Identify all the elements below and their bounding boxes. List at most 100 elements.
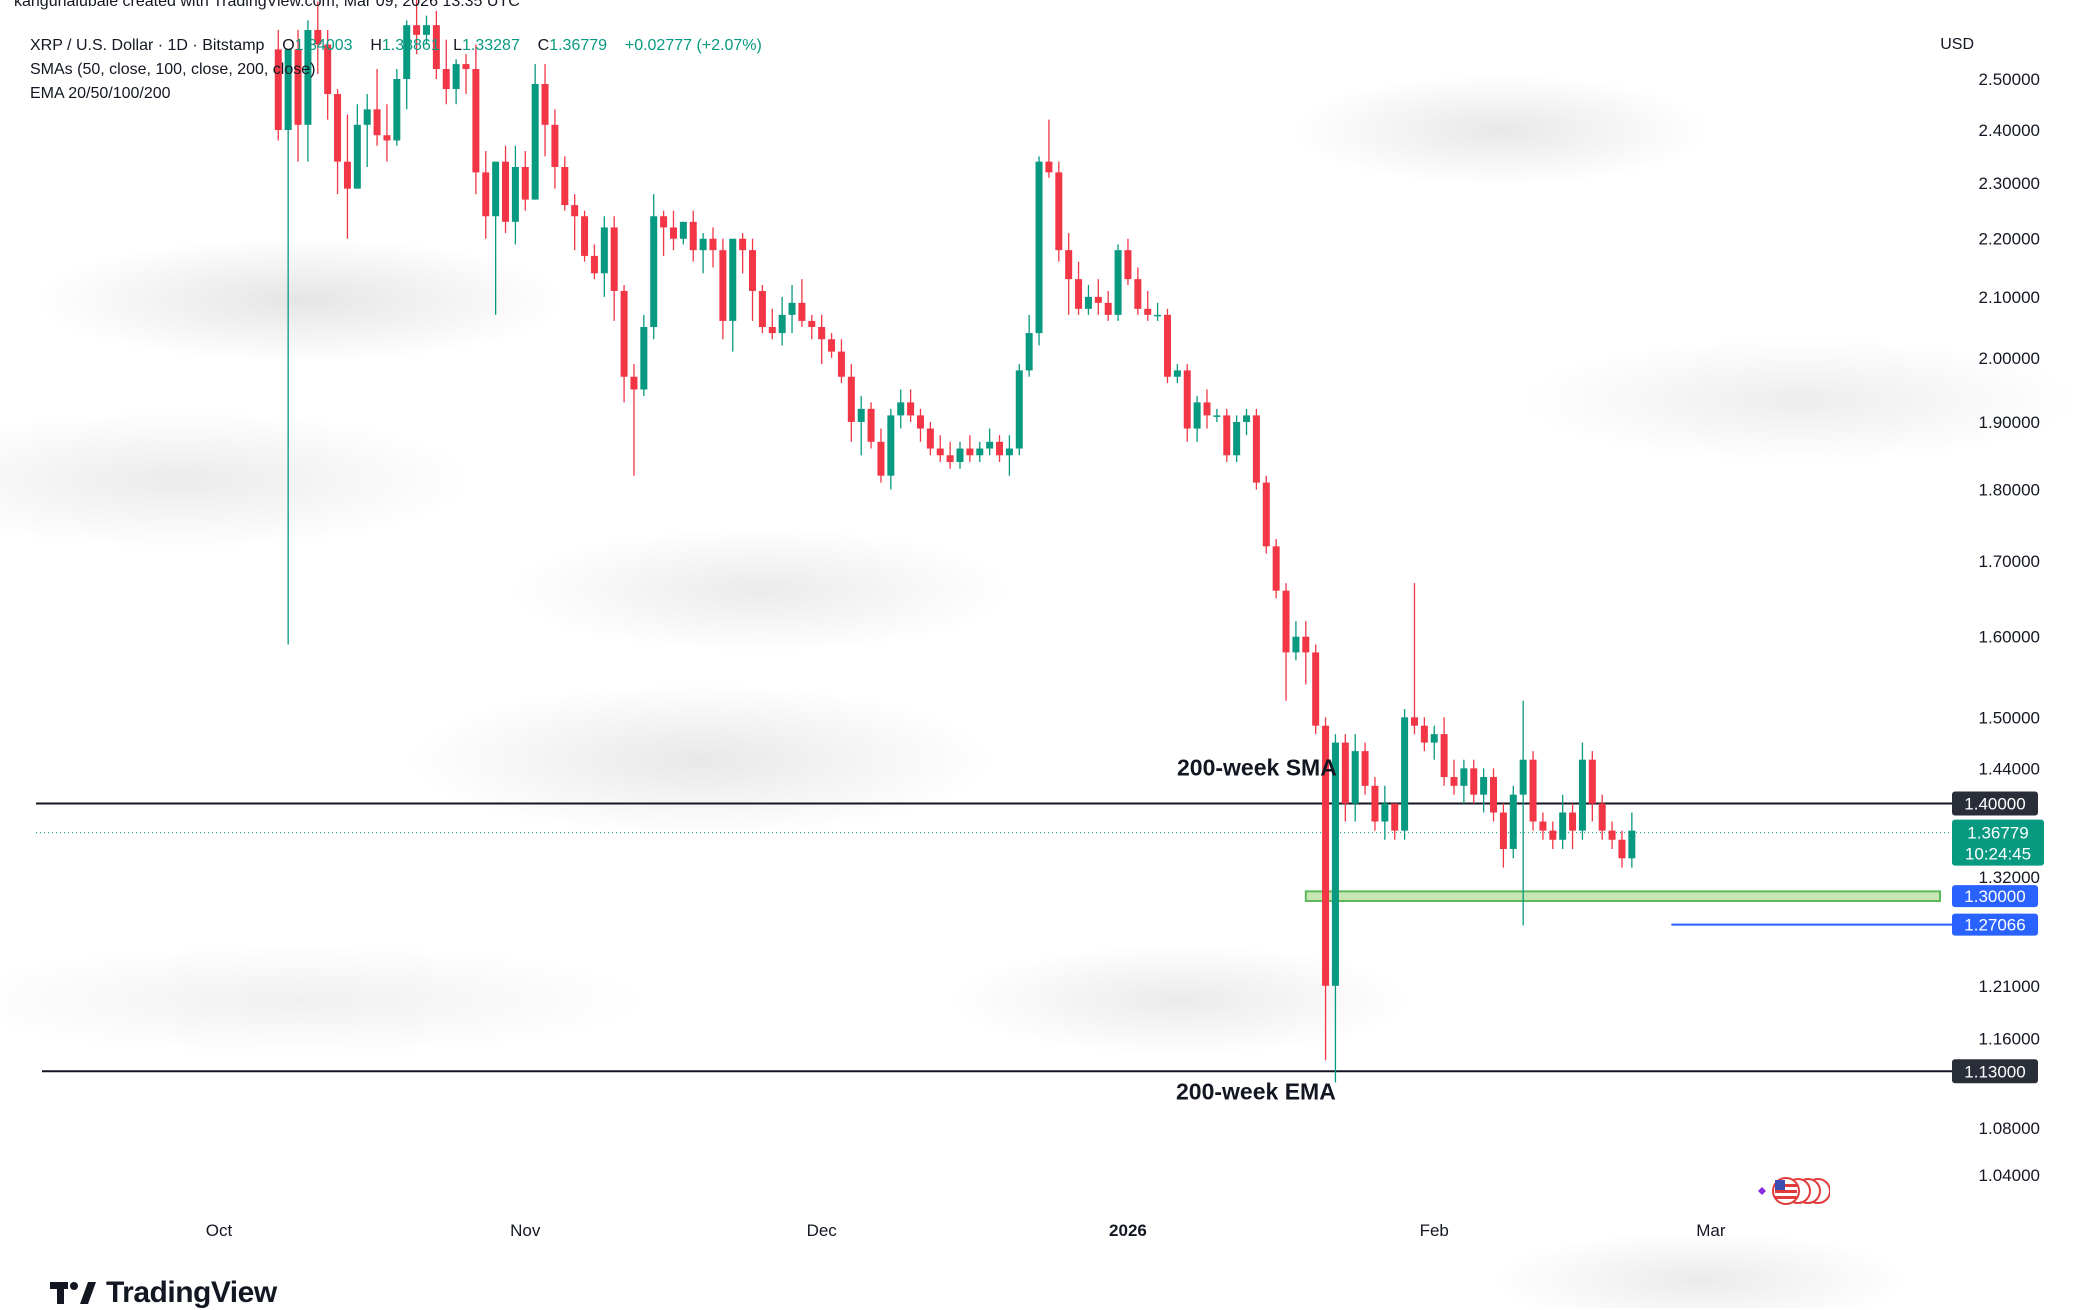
candle[interactable] — [798, 279, 806, 327]
candle[interactable] — [1480, 768, 1488, 813]
candle[interactable] — [1203, 389, 1211, 429]
support-zone[interactable] — [1304, 890, 1942, 902]
candle[interactable] — [1005, 435, 1013, 476]
candle[interactable] — [1055, 161, 1063, 262]
candle[interactable] — [660, 210, 668, 256]
candle[interactable] — [1035, 156, 1043, 346]
candle[interactable] — [847, 364, 855, 442]
candle[interactable] — [521, 151, 529, 211]
candle[interactable] — [1519, 700, 1527, 926]
candle[interactable] — [590, 244, 598, 280]
candle[interactable] — [1233, 415, 1241, 463]
candle[interactable] — [1173, 364, 1181, 384]
candle[interactable] — [610, 216, 618, 321]
candle[interactable] — [1331, 734, 1339, 1083]
candle[interactable] — [1045, 119, 1053, 178]
candle[interactable] — [1183, 364, 1191, 442]
candle[interactable] — [877, 428, 885, 483]
candle[interactable] — [1193, 395, 1201, 442]
candle[interactable] — [1470, 759, 1478, 804]
candle[interactable] — [887, 408, 895, 490]
candle[interactable] — [916, 408, 924, 442]
candle[interactable] — [442, 39, 450, 105]
candle[interactable] — [1104, 290, 1112, 321]
candle[interactable] — [1529, 751, 1537, 831]
candle[interactable] — [1598, 794, 1606, 840]
candle[interactable] — [788, 285, 796, 334]
candle[interactable] — [1124, 238, 1132, 286]
currency-label[interactable]: USD — [1940, 36, 1974, 53]
candle[interactable] — [1243, 408, 1251, 436]
candle[interactable] — [1628, 812, 1636, 868]
candle[interactable] — [502, 145, 510, 234]
candle[interactable] — [1618, 830, 1626, 868]
candle[interactable] — [966, 435, 974, 463]
candle[interactable] — [1450, 759, 1458, 795]
candle[interactable] — [976, 441, 984, 463]
candle[interactable] — [324, 29, 332, 120]
candle[interactable] — [314, 1, 322, 75]
candle[interactable] — [1213, 408, 1221, 422]
candle[interactable] — [531, 64, 539, 200]
candle[interactable] — [669, 210, 677, 251]
legend-ema-indicator[interactable]: EMA 20/50/100/200 — [30, 85, 171, 102]
candle[interactable] — [956, 441, 964, 469]
candle[interactable] — [472, 44, 480, 195]
candle[interactable] — [1223, 408, 1231, 463]
candle[interactable] — [600, 216, 608, 297]
candle[interactable] — [1312, 644, 1320, 735]
candle[interactable] — [1420, 717, 1428, 752]
candle[interactable] — [561, 156, 569, 211]
candle[interactable] — [541, 64, 549, 157]
candle[interactable] — [719, 238, 727, 340]
candle[interactable] — [837, 339, 845, 384]
candle[interactable] — [1608, 821, 1616, 849]
candle[interactable] — [679, 221, 687, 245]
candle[interactable] — [699, 233, 707, 274]
candle[interactable] — [1440, 717, 1448, 786]
candle[interactable] — [739, 233, 747, 274]
candle[interactable] — [1430, 725, 1438, 760]
legend-sma-row[interactable]: SMAs (50, close, 100, close, 200, close) — [30, 58, 762, 82]
candle[interactable] — [1499, 803, 1507, 868]
candle[interactable] — [343, 114, 351, 239]
candle[interactable] — [1322, 717, 1330, 1061]
candle[interactable] — [413, 0, 421, 55]
candle[interactable] — [1391, 803, 1399, 840]
candle[interactable] — [452, 59, 460, 105]
candle[interactable] — [1371, 777, 1379, 831]
candle[interactable] — [857, 395, 865, 456]
candle[interactable] — [986, 428, 994, 456]
candle[interactable] — [758, 285, 766, 334]
candle[interactable] — [1065, 233, 1073, 315]
candle[interactable] — [867, 402, 875, 449]
candle[interactable] — [1144, 290, 1152, 321]
candle[interactable] — [1460, 759, 1468, 804]
candle[interactable] — [422, 15, 430, 45]
candle[interactable] — [749, 238, 757, 321]
candle[interactable] — [403, 20, 411, 110]
candle[interactable] — [709, 227, 717, 268]
legend-sma-indicator[interactable]: SMAs (50, close, 100, close, 200, close) — [30, 61, 316, 78]
candle[interactable] — [620, 285, 628, 403]
candle[interactable] — [383, 104, 391, 162]
candle[interactable] — [1302, 621, 1310, 685]
candle[interactable] — [373, 69, 381, 146]
candle[interactable] — [1025, 314, 1033, 377]
candle[interactable] — [551, 109, 559, 189]
candle[interactable] — [1578, 742, 1586, 840]
candle[interactable] — [274, 29, 282, 141]
candle[interactable] — [1539, 812, 1547, 840]
candle[interactable] — [1490, 768, 1498, 822]
candle[interactable] — [1075, 261, 1083, 315]
candle[interactable] — [334, 89, 342, 195]
candle[interactable] — [511, 145, 519, 245]
candle[interactable] — [808, 314, 816, 340]
candle[interactable] — [1134, 267, 1142, 315]
candle[interactable] — [630, 364, 638, 476]
candle[interactable] — [768, 308, 776, 340]
candle[interactable] — [284, 49, 292, 645]
candle[interactable] — [1084, 285, 1092, 315]
candle[interactable] — [1114, 244, 1122, 321]
